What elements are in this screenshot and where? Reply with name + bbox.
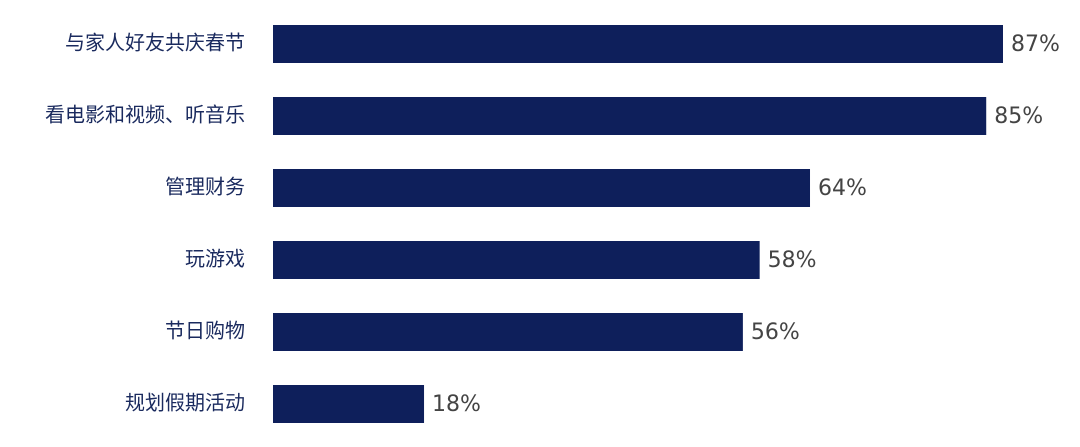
bar bbox=[273, 313, 743, 351]
bar bbox=[273, 241, 760, 279]
bar bbox=[273, 97, 987, 135]
category-label: 管理财务 bbox=[165, 175, 245, 199]
value-label: 18% bbox=[432, 392, 481, 417]
bar bbox=[273, 169, 811, 207]
value-label: 87% bbox=[1011, 32, 1060, 57]
category-label: 看电影和视频、听音乐 bbox=[45, 103, 245, 127]
bar bbox=[273, 25, 1003, 63]
value-label: 58% bbox=[768, 248, 817, 273]
category-label: 与家人好友共庆春节 bbox=[65, 31, 245, 55]
category-label: 规划假期活动 bbox=[125, 391, 245, 415]
category-label: 玩游戏 bbox=[185, 247, 245, 271]
value-label: 85% bbox=[994, 104, 1043, 129]
value-label: 56% bbox=[751, 320, 800, 345]
value-label: 64% bbox=[818, 176, 867, 201]
category-label: 节日购物 bbox=[165, 319, 245, 343]
bar bbox=[273, 385, 425, 423]
